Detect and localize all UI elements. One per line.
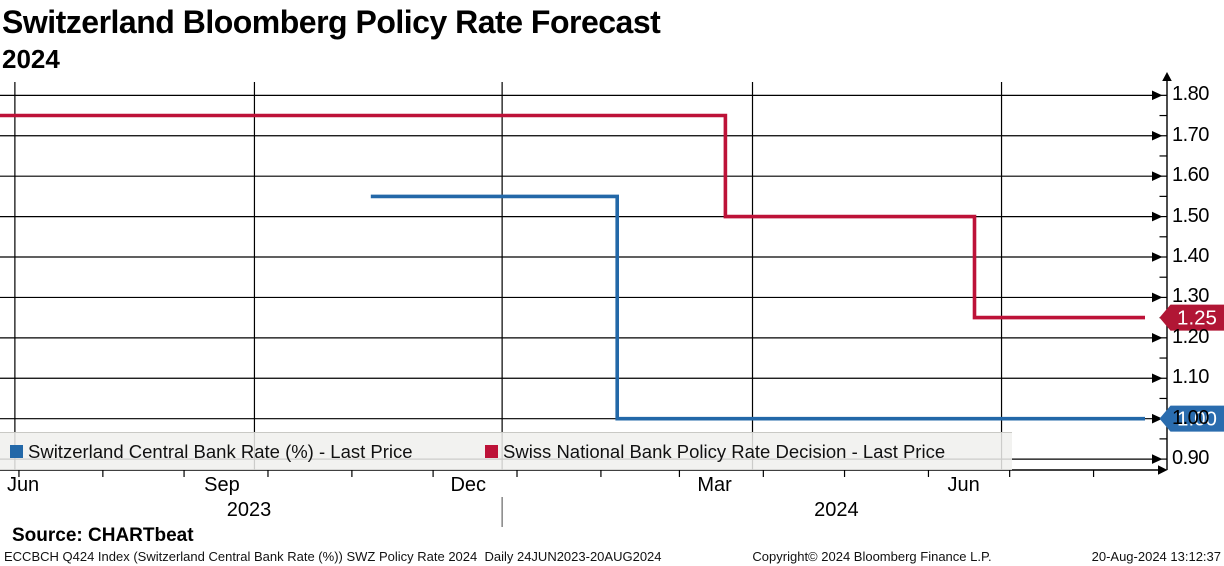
axes — [0, 72, 1172, 527]
legend-item-switzerland-central-bank-rate[interactable]: Switzerland Central Bank Rate (%) - Last… — [10, 441, 413, 463]
y-tick-label: 1.50 — [1172, 204, 1209, 227]
series-line — [370, 194, 1145, 421]
legend-label-snb-policy-rate-decision: Swiss National Bank Policy Rate Decision… — [503, 440, 946, 462]
chart-title: Switzerland Bloomberg Policy Rate Foreca… — [2, 4, 661, 40]
series-line — [0, 113, 1145, 320]
y-tick-label: 1.10 — [1172, 366, 1209, 389]
x-year-label: 2023 — [226, 499, 272, 521]
copyright-notice: Copyright© 2024 Bloomberg Finance L.P. — [752, 549, 992, 564]
y-tick-label: 1.70 — [1172, 123, 1209, 146]
y-tick-label: 0.90 — [1172, 447, 1209, 470]
y-major-tick-arrow — [1152, 90, 1163, 101]
y-major-tick-arrow — [1152, 130, 1163, 141]
y-major-tick-arrow — [1152, 454, 1163, 464]
y-tick-label: 1.60 — [1172, 164, 1209, 187]
x-month-label: Sep — [204, 474, 240, 496]
x-axis-arrow — [1158, 465, 1168, 475]
y-major-tick-arrow — [1152, 373, 1163, 384]
x-month-label: Jun — [947, 474, 980, 496]
last-price-badges: 1.00 1.25 — [1159, 304, 1224, 432]
y-major-tick-arrow — [1152, 292, 1163, 303]
y-major-tick-arrow — [1152, 252, 1163, 262]
gridlines — [0, 82, 1163, 470]
last-price-badge — [1159, 405, 1224, 432]
y-tick-label: 1.30 — [1172, 285, 1209, 308]
chart-subtitle: 2024 — [2, 44, 60, 74]
y-tick-label: 1.80 — [1172, 83, 1209, 106]
source-label: Source: CHARTbeat — [12, 525, 194, 546]
legend-item-snb-policy-rate-decision[interactable]: Swiss National Bank Policy Rate Decision… — [485, 441, 945, 463]
x-year-label: 2024 — [814, 499, 859, 521]
y-major-tick-arrow — [1152, 211, 1163, 222]
y-tick-label: 1.20 — [1172, 325, 1209, 348]
y-major-tick-arrow — [1152, 333, 1163, 343]
last-price-badge-value: 1.25 — [1177, 307, 1217, 330]
last-price-badge-value: 1.00 — [1177, 408, 1217, 431]
x-month-label: Dec — [450, 474, 487, 496]
legend-swatch-blue — [10, 445, 23, 458]
y-axis-arrow — [1162, 72, 1172, 81]
y-major-tick-arrow — [1152, 171, 1163, 181]
x-month-label: Jun — [6, 474, 40, 496]
legend-swatch-red — [485, 445, 498, 458]
last-price-badge — [1159, 304, 1224, 331]
timestamp: 20-Aug-2024 13:12:37 — [1091, 549, 1221, 564]
legend-label-switzerland-central-bank-rate: Switzerland Central Bank Rate (%) - Last… — [28, 440, 413, 462]
y-tick-label: 1.40 — [1172, 245, 1209, 267]
series-lines — [0, 113, 1145, 421]
legend: Switzerland Central Bank Rate (%) - Last… — [0, 432, 1012, 470]
y-tick-label: 1.00 — [1172, 406, 1209, 429]
y-major-tick-arrow — [1152, 413, 1163, 424]
x-month-label: Mar — [697, 474, 732, 496]
ticker-info: ECCBCH Q424 Index (Switzerland Central B… — [4, 549, 662, 564]
